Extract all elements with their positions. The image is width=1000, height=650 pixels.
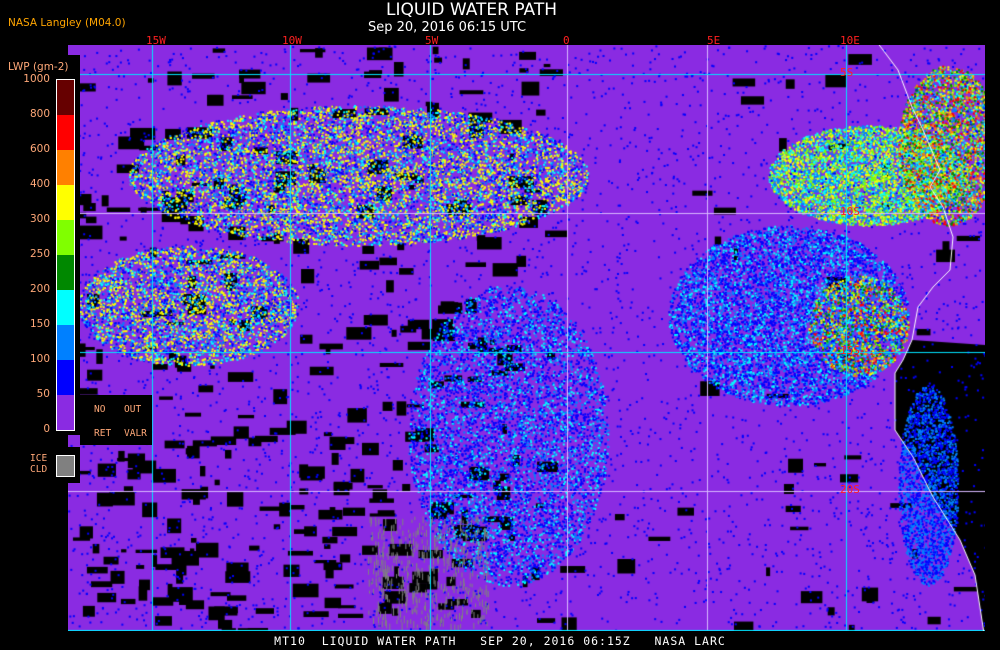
no-ret-label-2: RET — [94, 428, 112, 439]
legend-swatch-5 — [57, 220, 74, 255]
lon-label-5w: 5W — [425, 34, 439, 47]
map-timestamp: Sep 20, 2016 06:15 UTC — [368, 20, 527, 35]
legend-tick-200: 200 — [29, 283, 50, 295]
legend-swatch-0 — [57, 395, 74, 430]
legend-swatch-6 — [57, 185, 74, 220]
legend-swatch-2 — [57, 325, 74, 360]
legend-swatch-9 — [57, 80, 74, 115]
lon-label-10e: 10E — [840, 34, 860, 47]
liquid-water-path-map — [68, 45, 985, 631]
legend-tick-300: 300 — [29, 213, 50, 225]
legend-tick-1000: 1000 — [23, 73, 50, 85]
lon-label-0: 0 — [563, 34, 570, 47]
lon-label-5e: 5E — [707, 34, 721, 47]
legend-swatch-3 — [57, 290, 74, 325]
out-valr-label-2: VALR — [124, 428, 147, 439]
legend-tick-150: 150 — [29, 318, 50, 330]
legend-tick-250: 250 — [29, 248, 50, 260]
legend-tick-100: 100 — [29, 353, 50, 365]
legend-title: LWP (gm-2) — [8, 61, 69, 73]
no-ret-out-valr-panel — [80, 395, 152, 445]
lat-label-5s: 5S — [840, 66, 854, 79]
title-text: LIQUID WATER PATH — [386, 0, 557, 20]
cld-label: CLD — [30, 464, 48, 475]
legend-swatch-8 — [57, 115, 74, 150]
no-ret-label-1: NO — [94, 404, 106, 415]
legend-swatch-1 — [57, 360, 74, 395]
footer-caption: MT10 LIQUID WATER PATH SEP 20, 2016 06:1… — [274, 634, 726, 648]
lon-label-10w: 10W — [282, 34, 302, 47]
legend-swatch-4 — [57, 255, 74, 290]
ice-cloud-swatch — [56, 455, 75, 477]
legend-swatch-7 — [57, 150, 74, 185]
out-valr-label-1: OUT — [124, 404, 142, 415]
legend-tick-400: 400 — [29, 178, 50, 190]
legend-tick-50: 50 — [36, 388, 50, 400]
source-label: NASA Langley (M04.0) — [8, 17, 126, 29]
legend-tick-600: 600 — [29, 143, 50, 155]
ice-label: ICE — [30, 453, 48, 464]
legend-tick-0: 0 — [43, 423, 50, 435]
legend-tick-800: 800 — [29, 108, 50, 120]
lon-label-15w: 15W — [146, 34, 166, 47]
lat-label-20s: 20S — [840, 483, 860, 496]
legend-color-bar — [56, 79, 75, 431]
lat-label-10s: 10S — [840, 205, 860, 218]
lat-label-15s: 15S — [840, 344, 860, 357]
